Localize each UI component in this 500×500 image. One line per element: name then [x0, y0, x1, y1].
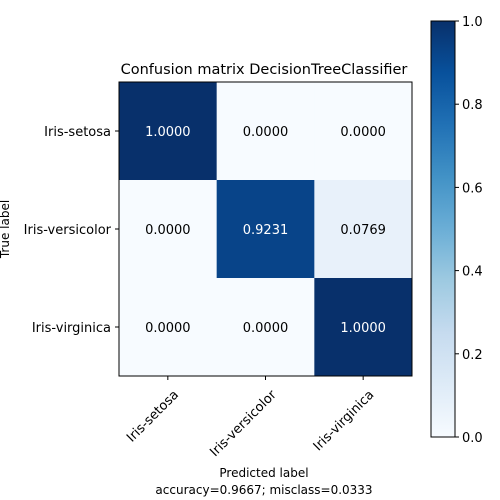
y-tick-label: Iris-versicolor	[24, 223, 112, 238]
x-tick-label: Iris-setosa	[124, 388, 182, 446]
accuracy-summary: accuracy=0.9667; misclass=0.0333	[155, 483, 372, 497]
colorbar-tick-label: 0.8	[462, 98, 483, 113]
x-tick-label: Iris-versicolor	[207, 387, 280, 460]
heatmap-cell	[314, 278, 413, 377]
heatmap-cells	[119, 82, 413, 377]
cell-value-label: 0.0000	[340, 125, 386, 140]
heatmap-cell	[119, 82, 218, 181]
heatmap-cell	[314, 82, 413, 181]
cell-value-label: 0.0000	[145, 223, 191, 238]
y-tick-label: Iris-virginica	[32, 321, 111, 336]
colorbar	[431, 21, 455, 437]
heatmap-cell	[119, 278, 218, 377]
colorbar-tick-label: 0.2	[462, 348, 483, 363]
heatmap-cell	[216, 180, 315, 279]
colorbar-tick-label: 0.6	[462, 181, 483, 196]
heatmap-cell	[216, 82, 315, 181]
y-axis-ticks: Iris-setosa Iris-versicolor Iris-virginica	[24, 125, 119, 336]
x-axis-ticks: Iris-setosa Iris-versicolor Iris-virginica	[124, 376, 377, 460]
x-axis-label: Predicted label	[219, 466, 308, 480]
cell-value-label: 0.0000	[243, 321, 289, 336]
cell-value-label: 0.0000	[243, 125, 289, 140]
heatmap-cell	[216, 278, 315, 377]
heatmap-cell	[314, 180, 413, 279]
cell-value-label: 1.0000	[145, 125, 191, 140]
colorbar-tick-label: 0.0	[462, 431, 483, 446]
cell-value-label: 0.0000	[145, 321, 191, 336]
y-axis-label: True label	[0, 200, 12, 259]
cell-value-labels: 1.0000 0.0000 0.0000 0.0000 0.9231 0.0769 0.00…	[145, 125, 386, 336]
heatmap-cell	[119, 180, 218, 279]
cell-value-label: 0.0769	[340, 223, 386, 238]
cell-value-label: 1.0000	[340, 321, 386, 336]
colorbar-tick-label: 1.0	[462, 15, 483, 30]
colorbar-ticks: 0.0 0.2 0.4 0.6 0.8 1.0	[455, 15, 483, 446]
colorbar-tick-label: 0.4	[462, 265, 483, 280]
y-tick-label: Iris-setosa	[44, 125, 111, 140]
x-tick-label: Iris-virginica	[311, 388, 378, 455]
colorbar-frame	[430, 20, 456, 438]
chart-title: Confusion matrix DecisionTreeClassifier	[121, 62, 408, 78]
cell-value-label: 0.9231	[243, 223, 289, 238]
